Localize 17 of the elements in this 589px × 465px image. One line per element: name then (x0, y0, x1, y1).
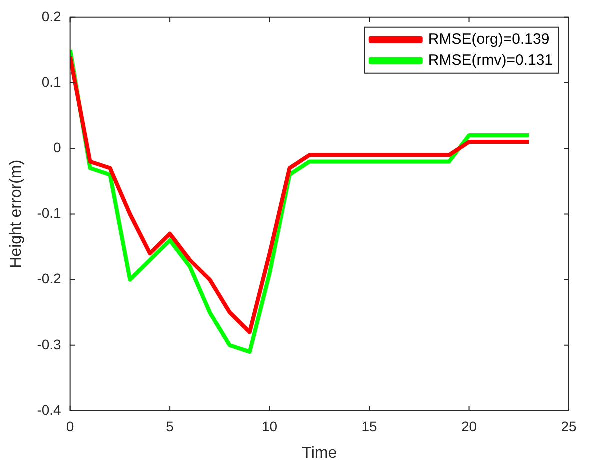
y-tick-label: 0.1 (42, 74, 62, 90)
x-tick-label: 0 (66, 418, 74, 434)
x-tick-label: 20 (461, 418, 478, 434)
y-tick-label: -0.1 (37, 205, 62, 222)
legend-label: RMSE(rmv)=0.131 (428, 52, 554, 70)
y-tick-label: -0.3 (37, 336, 62, 352)
y-tick-label: -0.2 (37, 270, 62, 287)
x-axis-title: Time (302, 444, 338, 462)
x-tick-label: 5 (166, 418, 174, 434)
y-tick-label: 0 (54, 139, 62, 156)
x-tick-label: 10 (262, 418, 278, 434)
y-tick-label: -0.4 (37, 402, 62, 418)
y-tick-label: 0.2 (42, 8, 62, 24)
legend-label: RMSE(org)=0.139 (428, 31, 550, 48)
x-tick-label: 15 (362, 418, 378, 434)
x-tick-label: 25 (561, 418, 577, 434)
y-axis-title: Height error(m) (8, 160, 26, 268)
